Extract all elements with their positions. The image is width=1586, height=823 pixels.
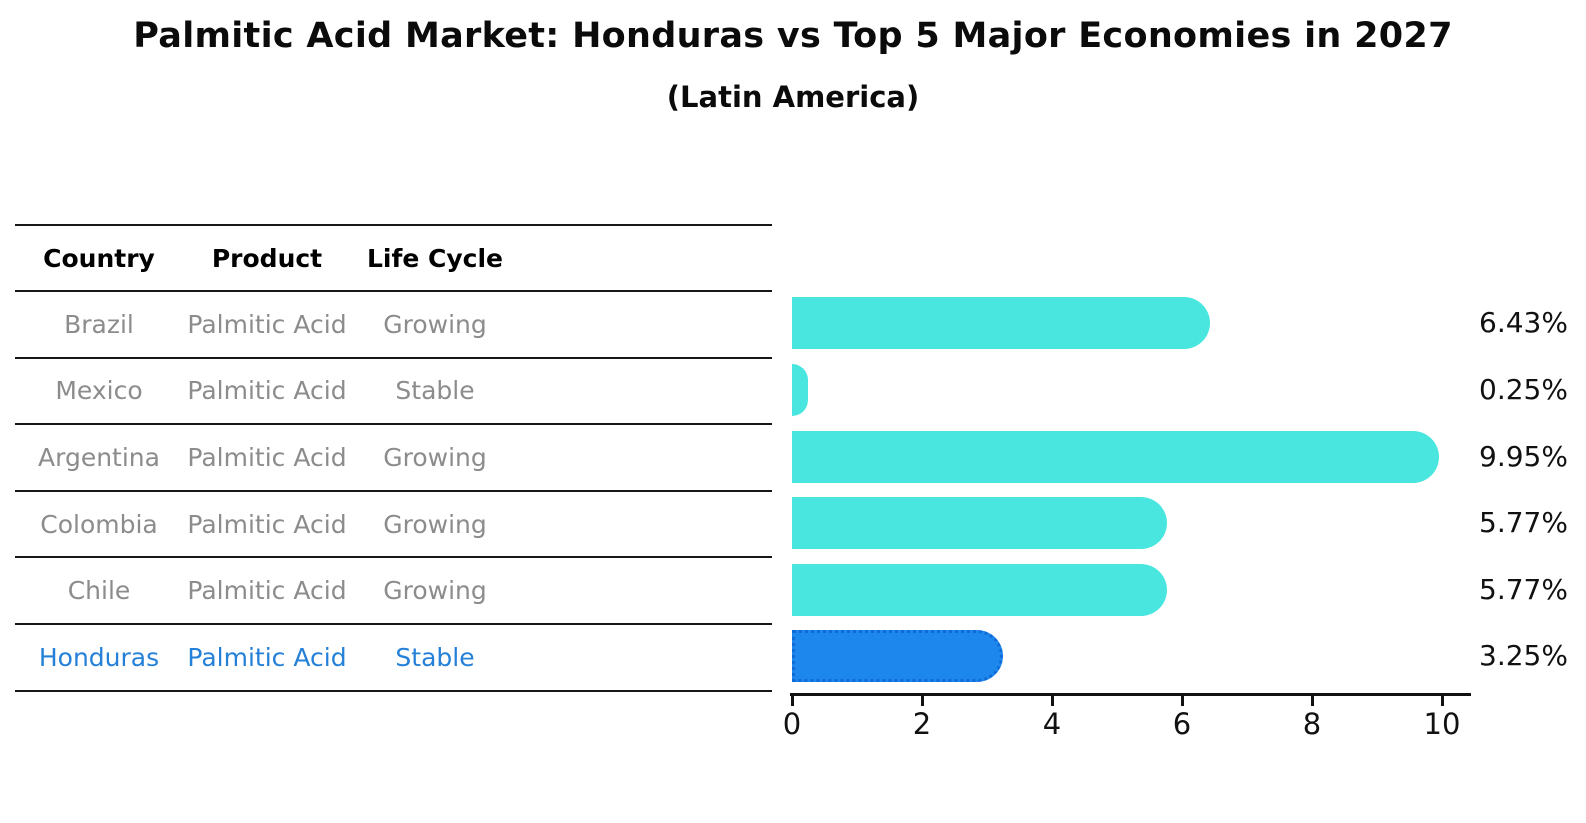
table-row: Honduras Palmitic Acid Stable — [15, 625, 772, 692]
product-cell: Palmitic Acid — [187, 309, 347, 339]
bar-value-label: 5.77% — [1479, 572, 1568, 606]
x-tick-label: 2 — [912, 707, 932, 741]
bar-value-label: 3.25% — [1479, 639, 1568, 673]
product-cell: Palmitic Acid — [187, 442, 347, 472]
x-axis-line — [790, 693, 1471, 696]
product-cell: Palmitic Acid — [187, 376, 347, 406]
life-cycle-cell: Growing — [383, 309, 487, 339]
bar-value-label: 9.95% — [1479, 439, 1568, 473]
data-table: Country Product Life Cycle Brazil Palmitic … — [15, 224, 772, 692]
bar-brazil — [792, 297, 1210, 350]
bar-honduras — [792, 630, 1004, 683]
chart-title: Palmitic Acid Market: Honduras vs Top 5 … — [133, 16, 1453, 56]
bar-chile — [792, 563, 1168, 616]
x-tick-mark — [1180, 695, 1184, 706]
x-tick-label: 6 — [1172, 707, 1192, 741]
life-cycle-cell: Stable — [395, 376, 475, 406]
bar-colombia — [792, 497, 1168, 550]
country-cell: Colombia — [40, 509, 158, 539]
country-cell: Chile — [67, 576, 131, 606]
x-tick-mark — [1440, 695, 1444, 706]
x-tick-mark — [1050, 695, 1054, 706]
life-cycle-cell: Growing — [383, 576, 487, 606]
life-cycle-cell: Growing — [383, 509, 487, 539]
table-row: Argentina Palmitic Acid Growing — [15, 425, 772, 492]
country-cell: Argentina — [38, 442, 160, 472]
x-tick-label: 0 — [782, 707, 802, 741]
table-body: Brazil Palmitic Acid Growing Mexico Palmitic… — [15, 292, 772, 692]
x-tick-label: 4 — [1042, 707, 1062, 741]
country-cell: Honduras — [38, 642, 160, 672]
chart-subtitle: (Latin America) — [666, 80, 920, 114]
product-cell: Palmitic Acid — [187, 642, 347, 672]
table-header-row: Country Product Life Cycle — [15, 226, 772, 292]
column-header-product: Product — [211, 243, 323, 273]
life-cycle-cell: Growing — [383, 442, 487, 472]
table-row: Chile Palmitic Acid Growing — [15, 558, 772, 625]
life-cycle-cell: Stable — [395, 642, 475, 672]
table-row: Brazil Palmitic Acid Growing — [15, 292, 772, 359]
bar-value-label: 5.77% — [1479, 506, 1568, 540]
table-row: Colombia Palmitic Acid Growing — [15, 492, 772, 559]
product-cell: Palmitic Acid — [187, 509, 347, 539]
country-cell: Brazil — [64, 309, 134, 339]
column-header-life-cycle: Life Cycle — [366, 243, 504, 273]
x-tick-label: 8 — [1302, 707, 1322, 741]
x-tick-label: 10 — [1423, 707, 1461, 741]
x-tick-mark — [920, 695, 924, 706]
bar-mexico — [792, 363, 809, 416]
x-tick-mark — [1310, 695, 1314, 706]
product-cell: Palmitic Acid — [187, 576, 347, 606]
country-cell: Mexico — [55, 376, 143, 406]
table-row: Mexico Palmitic Acid Stable — [15, 359, 772, 426]
bar-argentina — [792, 430, 1439, 483]
column-header-country: Country — [43, 243, 155, 273]
bar-value-label: 6.43% — [1479, 306, 1568, 340]
bar-value-label: 0.25% — [1479, 372, 1568, 406]
x-tick-mark — [790, 695, 794, 706]
